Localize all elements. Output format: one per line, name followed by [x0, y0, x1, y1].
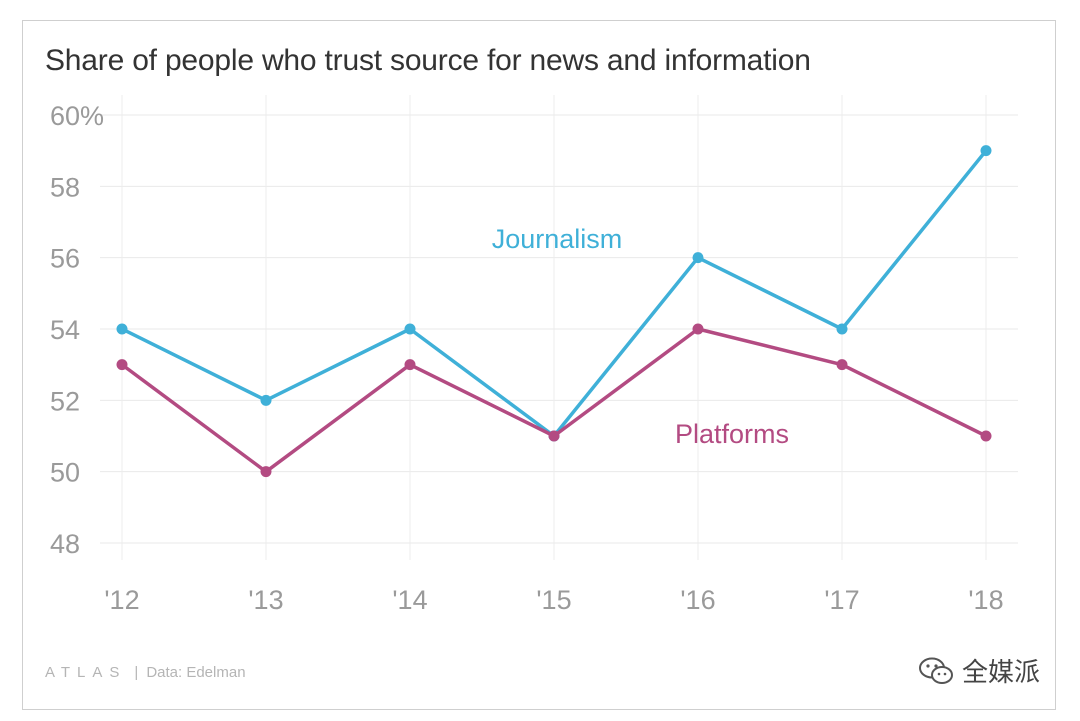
grid — [100, 95, 1018, 560]
x-tick-label: '16 — [680, 585, 715, 615]
x-tick-label: '13 — [248, 585, 283, 615]
journalism-point — [116, 323, 128, 335]
wechat-icon — [919, 657, 953, 684]
x-axis: '12 '13 '14 '15 '16 '17 '18 — [104, 585, 1003, 615]
journalism-point — [836, 323, 848, 335]
y-tick-label: 56 — [50, 244, 80, 274]
journalism-label: Journalism — [492, 224, 623, 254]
x-tick-label: '17 — [824, 585, 859, 615]
platforms-point — [116, 359, 128, 371]
series-group — [116, 145, 992, 478]
y-tick-label: 52 — [50, 386, 80, 416]
y-tick-label: 50 — [50, 458, 80, 488]
y-tick-label: 58 — [50, 172, 80, 202]
data-source: Data: Edelman — [146, 664, 246, 681]
x-tick-label: '12 — [104, 585, 139, 615]
platforms-label: Platforms — [675, 419, 789, 449]
atlas-logo: ATLAS — [45, 664, 127, 681]
x-tick-label: '18 — [968, 585, 1003, 615]
x-tick-label: '14 — [392, 585, 427, 615]
platforms-point — [548, 430, 560, 442]
chart-title: Share of people who trust source for new… — [45, 44, 811, 77]
platforms-point — [260, 466, 272, 478]
platforms-point — [692, 323, 704, 335]
y-tick-label: 54 — [50, 315, 80, 345]
watermark-text: 全媒派 — [962, 658, 1041, 688]
platforms-point — [980, 430, 992, 442]
x-tick-label: '15 — [536, 585, 571, 615]
watermark: 全媒派 — [918, 652, 1040, 689]
y-tick-label: 48 — [50, 529, 80, 559]
platforms-point — [404, 359, 416, 371]
footer: ATLAS | Data: Edelman — [45, 664, 246, 681]
journalism-point — [980, 145, 992, 157]
journalism-point — [404, 323, 416, 335]
y-tick-label: 60% — [50, 101, 104, 131]
series-labels: Journalism Platforms — [492, 224, 789, 449]
footer-separator: | — [134, 664, 139, 681]
journalism-point — [260, 394, 272, 406]
y-axis: 60% 58 56 54 52 50 48 — [50, 101, 104, 559]
journalism-point — [692, 252, 704, 264]
platforms-point — [836, 359, 848, 371]
